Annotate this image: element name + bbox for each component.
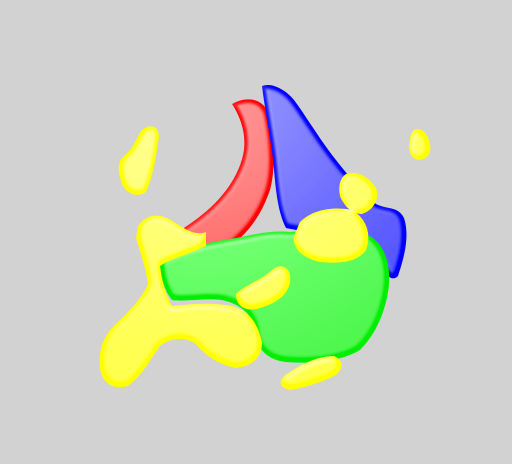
yellow-segment[interactable] [99, 126, 431, 390]
red-segment[interactable] [142, 99, 274, 270]
